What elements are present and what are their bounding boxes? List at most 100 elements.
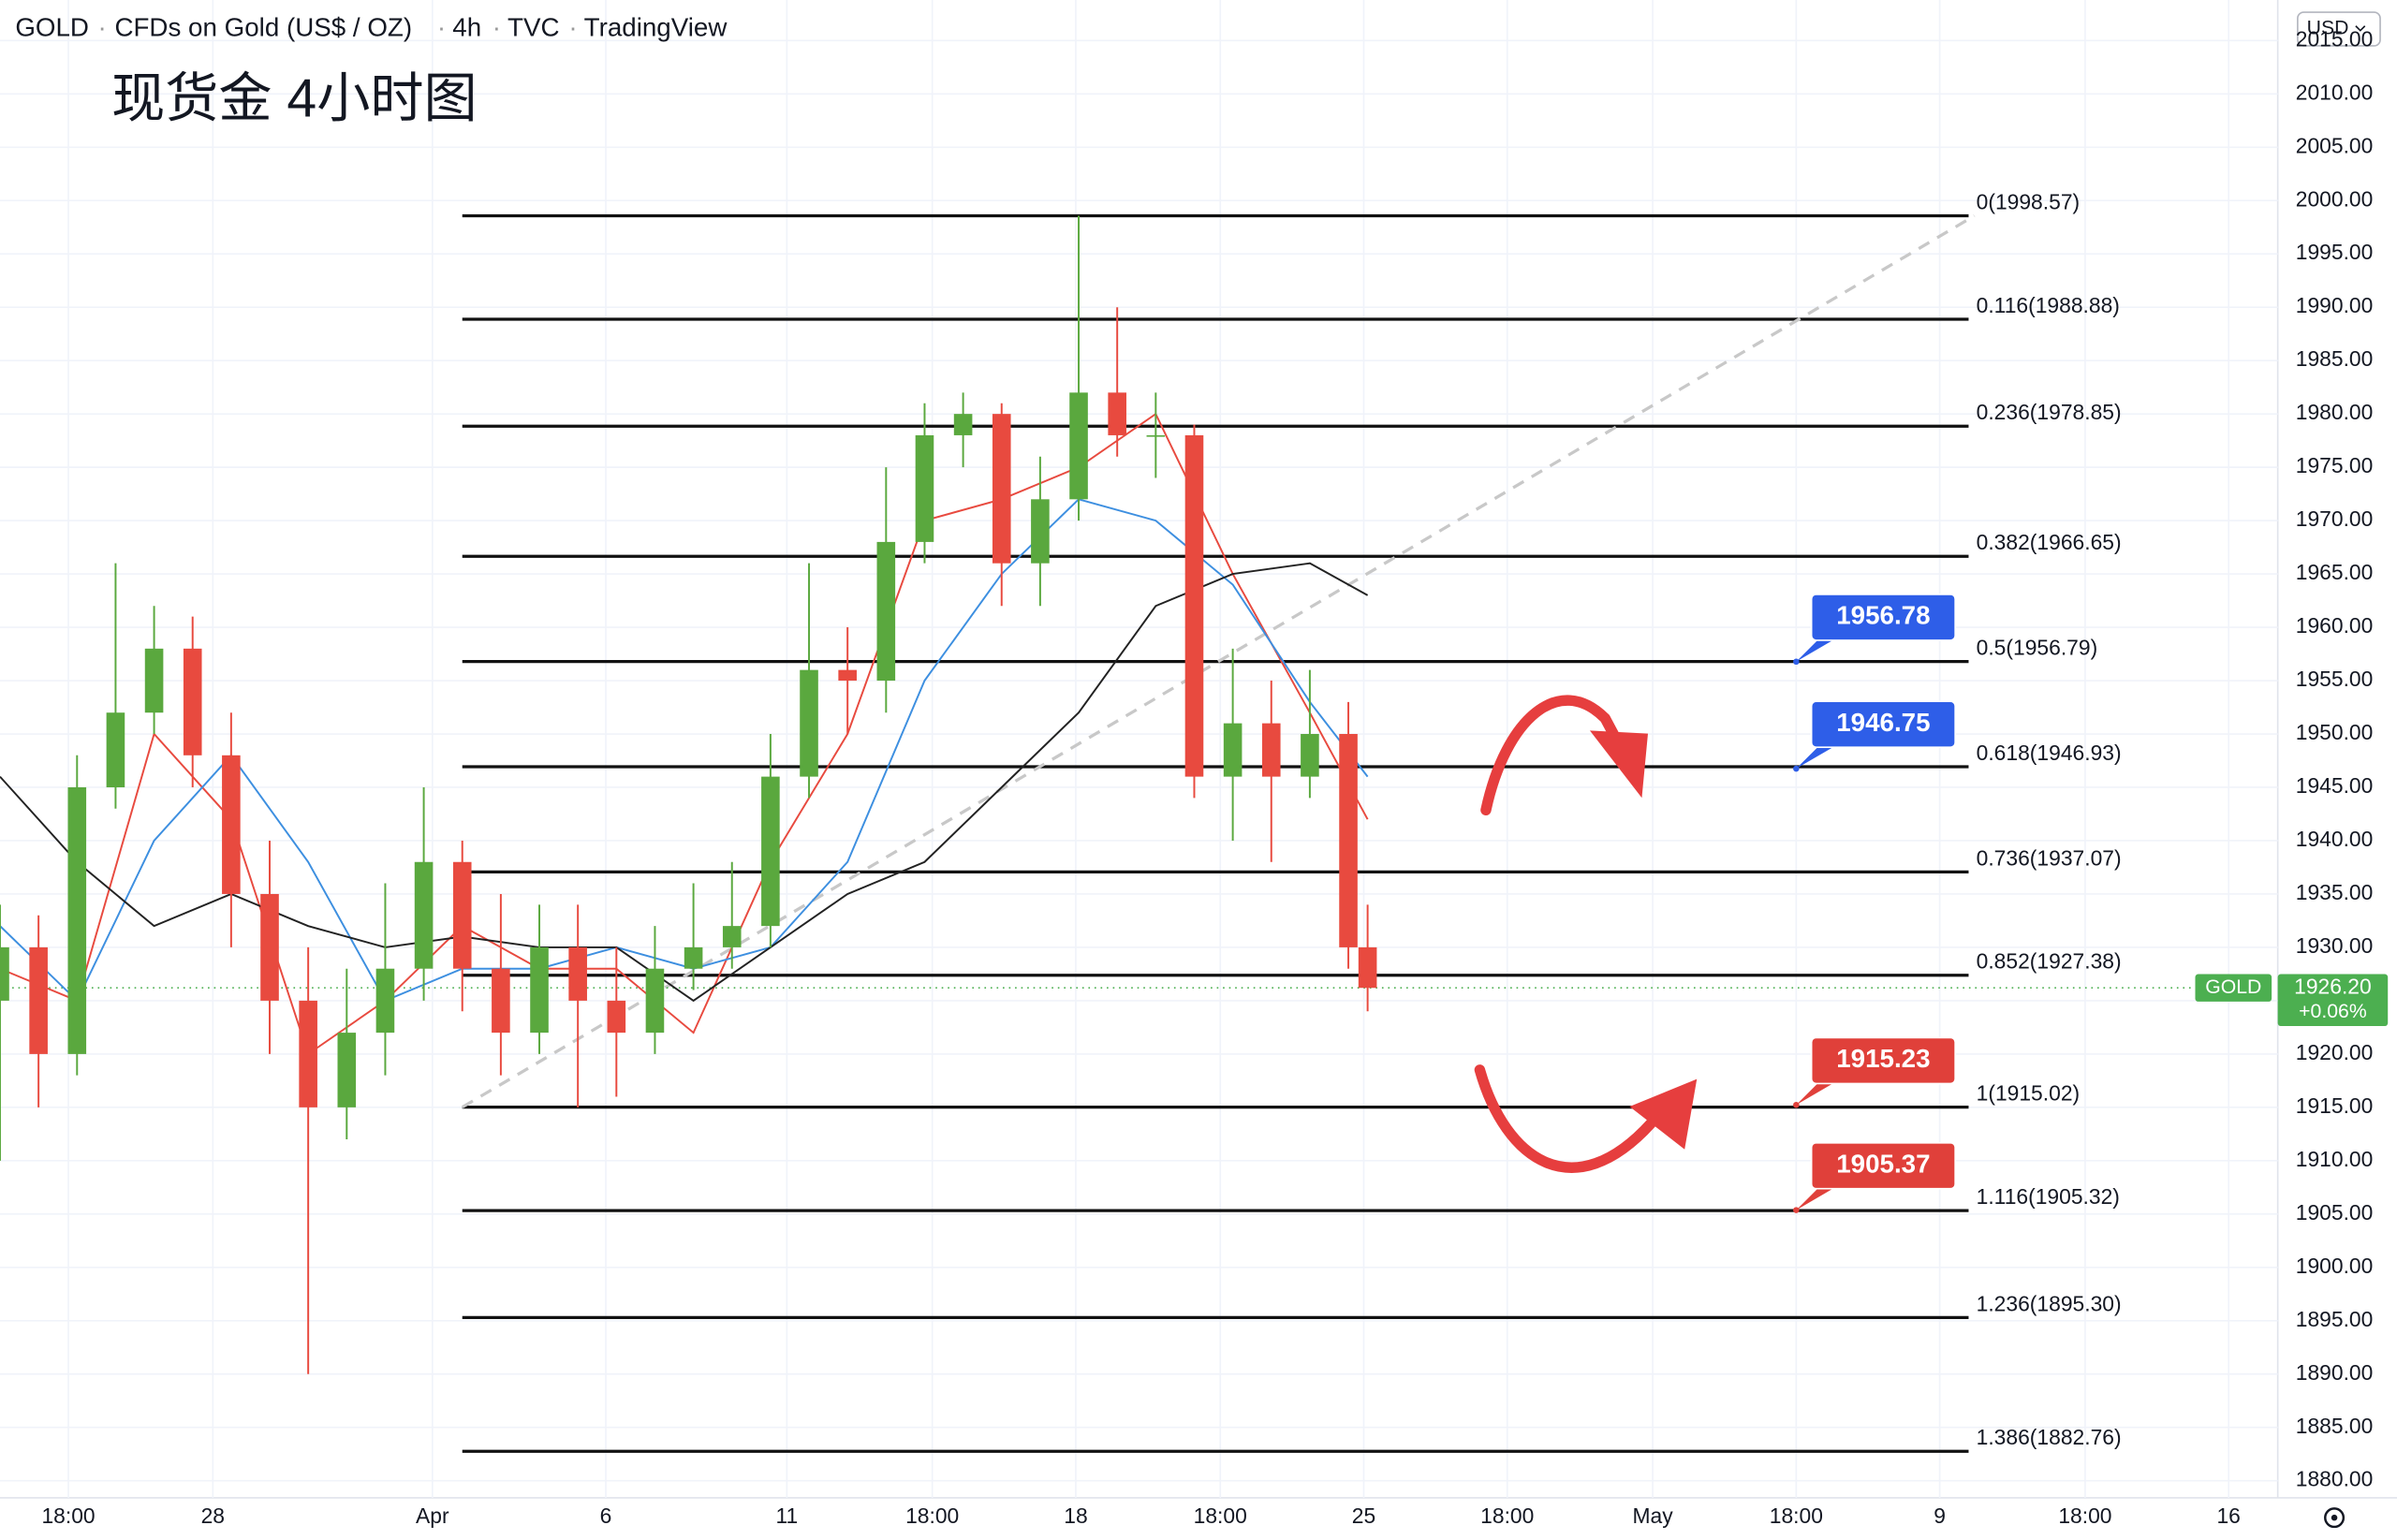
callout-pointer	[1796, 1188, 1833, 1210]
interval: 4h	[452, 12, 481, 41]
candle-body	[67, 786, 87, 1054]
x-tick-label: 18:00	[1194, 1503, 1247, 1528]
symbol: GOLD	[15, 12, 89, 41]
callout-label: 1905.37	[1836, 1150, 1930, 1179]
x-tick-label: 9	[1934, 1503, 1946, 1528]
separator: ·	[568, 12, 577, 41]
symbol-tag	[2195, 974, 2272, 1002]
x-tick-label: 16	[2216, 1503, 2240, 1528]
candle-body	[761, 776, 780, 927]
separator: ·	[493, 12, 501, 41]
platform: TradingView	[584, 12, 728, 41]
candle-body	[452, 861, 472, 969]
y-tick-label: 1900.00	[2296, 1254, 2374, 1278]
fib-label: 0.852(1927.38)	[1977, 949, 2122, 974]
fib-label: 1.116(1905.32)	[1977, 1184, 2120, 1209]
y-tick-label: 1970.00	[2296, 506, 2374, 531]
y-tick-label: 2015.00	[2296, 26, 2374, 51]
callout-anchor	[1793, 1101, 1800, 1108]
gear-center	[2331, 1514, 2338, 1521]
y-tick-label: 1930.00	[2296, 933, 2374, 958]
x-tick-label: May	[1633, 1503, 1674, 1528]
candle-body	[915, 434, 934, 542]
fib-label: 0.736(1937.07)	[1977, 845, 2122, 870]
candle-body	[800, 669, 818, 777]
y-tick-label: 2010.00	[2296, 80, 2374, 104]
candle-body	[1146, 434, 1166, 437]
y-tick-label: 1960.00	[2296, 613, 2374, 638]
plot: 0(1998.57) 0.116(1988.88) 0.236(1978.85) 0.…	[0, 190, 2196, 1453]
y-tick-label: 1915.00	[2296, 1093, 2374, 1118]
fib-label: 1.236(1895.30)	[1977, 1291, 2122, 1315]
x-tick-label: 18:00	[1480, 1503, 1534, 1528]
currency-label: USD	[2307, 18, 2349, 39]
chevron	[2355, 25, 2366, 32]
candle-body	[0, 946, 9, 1001]
fib-label: 0.236(1978.85)	[1977, 400, 2122, 424]
callout-box	[1810, 1141, 1956, 1190]
candle-body	[337, 1033, 357, 1107]
y-tick-label: 1910.00	[2296, 1147, 2374, 1171]
callout-label: 1915.23	[1836, 1044, 1930, 1073]
candle-body	[375, 968, 395, 1034]
candle-body	[29, 946, 48, 1054]
callout-box	[1810, 1036, 1956, 1085]
y-tick-label: 2000.00	[2296, 186, 2374, 211]
callout-label: 1956.78	[1836, 601, 1930, 630]
separator: ·	[97, 12, 106, 41]
candle-body	[607, 1000, 626, 1034]
y-tick-label: 1955.00	[2296, 667, 2374, 691]
fib-label: 0.382(1966.65)	[1977, 530, 2122, 554]
x-tick-label: 18:00	[41, 1503, 95, 1528]
trendline	[461, 214, 1976, 1109]
candle-body	[1358, 946, 1377, 989]
candle-body	[260, 893, 279, 1001]
y-tick-label: 1990.00	[2296, 293, 2374, 317]
candle-body	[144, 648, 164, 713]
x-tick-label: 25	[1352, 1503, 1375, 1528]
y-tick-label: 1950.00	[2296, 720, 2374, 744]
symbol-tag-label: GOLD	[2205, 976, 2261, 998]
callout-box	[1810, 594, 1956, 641]
arrow-head	[1589, 730, 1648, 799]
x-tick-label: 18	[1064, 1503, 1087, 1528]
callout-anchor	[1793, 1207, 1800, 1213]
fib-label: 0(1998.57)	[1977, 190, 2081, 214]
price-tag-label: 1926.20	[2294, 974, 2372, 998]
candle-body	[1069, 392, 1088, 500]
candle-body	[414, 861, 434, 969]
exchange: TVC	[507, 12, 560, 41]
y-tick-label: 1920.00	[2296, 1040, 2374, 1064]
arrow-down-curve	[1480, 695, 1624, 815]
callout-label: 1946.75	[1836, 708, 1930, 737]
settings-icon[interactable]	[2324, 1507, 2346, 1529]
y-tick-label: 1885.00	[2296, 1414, 2374, 1438]
price-tag	[2277, 974, 2389, 1027]
candle-body	[1031, 499, 1050, 564]
candle-body	[953, 414, 973, 435]
y-tick-label: 1980.00	[2296, 400, 2374, 424]
fib-label: 1.386(1882.76)	[1977, 1425, 2122, 1449]
candle-body	[838, 669, 857, 682]
y-tick-label: 1975.00	[2296, 453, 2374, 477]
candle-body	[299, 1000, 317, 1107]
y-tick-label: 2005.00	[2296, 133, 2374, 157]
currency-button[interactable]	[2297, 11, 2381, 47]
y-tick-label: 1985.00	[2296, 346, 2374, 371]
callout-anchor	[1793, 658, 1800, 666]
x-tick-label: 6	[600, 1503, 612, 1528]
candle-body	[684, 946, 703, 969]
x-tick-label: 18:00	[905, 1503, 959, 1528]
y-tick-label: 1945.00	[2296, 773, 2374, 798]
candle-body	[1339, 734, 1358, 947]
candle-body	[1261, 723, 1281, 777]
arrow-head	[1629, 1078, 1698, 1150]
price-change-label: +0.06%	[2299, 1001, 2367, 1022]
arrow-up-curve	[1474, 1064, 1656, 1173]
candle-body	[530, 946, 549, 1034]
chart-title: 现货金 4小时图	[111, 68, 477, 128]
y-tick-label: 1890.00	[2296, 1360, 2374, 1385]
candle-body	[1184, 434, 1204, 777]
y-tick-label: 1880.00	[2296, 1467, 2374, 1491]
candle-body	[992, 414, 1011, 564]
